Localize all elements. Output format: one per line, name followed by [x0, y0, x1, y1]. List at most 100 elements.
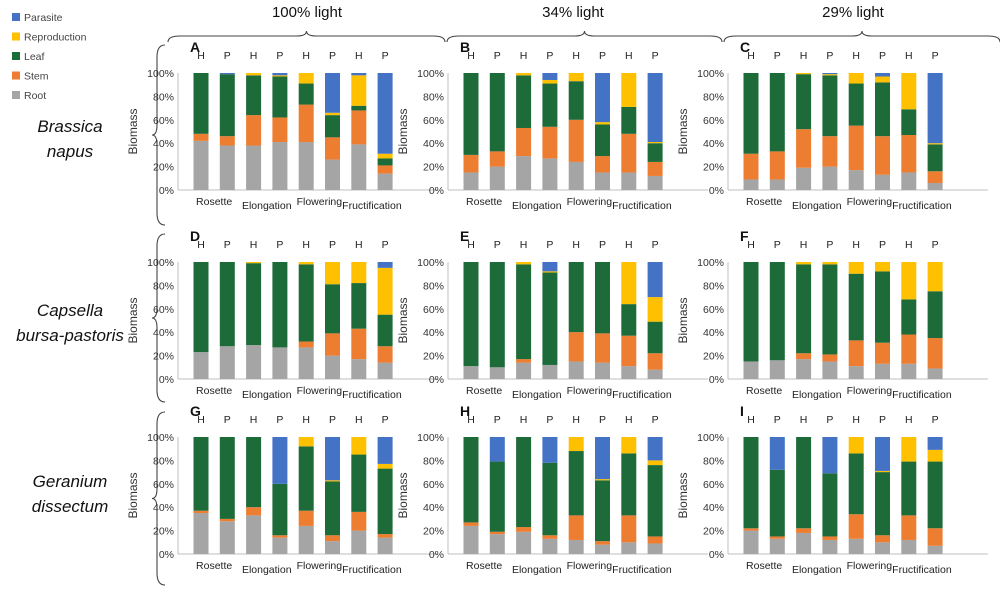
bar-segment-root: [901, 363, 917, 379]
bar-segment-reproduction: [351, 75, 367, 106]
bar-segment-stem: [298, 104, 314, 143]
bar-segment-root: [647, 175, 663, 190]
bar-segment-root: [927, 182, 943, 190]
bar-segment-stem: [193, 133, 209, 141]
bar-segment-stem: [647, 161, 663, 176]
bar-fructification-h: [351, 437, 367, 554]
bar-segment-stem: [822, 136, 838, 167]
y-tick-label: 40%: [423, 502, 444, 514]
light-condition-headers: 100% light 34% light 29% light: [167, 4, 1000, 43]
bar-flowering-h: [568, 73, 584, 190]
bar-fructification-h: [351, 73, 367, 190]
y-tick-label: 100%: [697, 432, 724, 444]
bar-segment-stem: [463, 522, 479, 526]
bar-segment-reproduction: [272, 75, 288, 77]
bar-segment-root: [246, 515, 262, 554]
bar-elongation-h: [246, 437, 262, 554]
bar-segment-root: [848, 170, 864, 190]
bar-label-p: P: [774, 50, 781, 62]
bar-segment-root: [927, 368, 943, 379]
bar-segment-stem: [875, 535, 890, 543]
bar-segment-root: [568, 361, 584, 379]
bar-label-h: H: [520, 239, 528, 251]
bar-label-h: H: [852, 414, 860, 426]
bar-label-h: H: [572, 50, 580, 62]
y-tick-label: 40%: [703, 138, 724, 150]
bar-segment-leaf: [743, 437, 759, 529]
stage-label-fructification: Fructification: [612, 389, 672, 401]
bar-segment-leaf: [298, 264, 314, 342]
bar-segment-reproduction: [377, 463, 393, 469]
stage-label-elongation: Elongation: [512, 200, 562, 212]
bar-label-p: P: [652, 50, 659, 62]
bar-fructification-p: [647, 437, 663, 554]
bar-segment-reproduction: [927, 262, 943, 292]
bar-label-h: H: [905, 239, 913, 251]
bar-segment-root: [516, 156, 532, 190]
bar-segment-root: [325, 541, 340, 554]
y-tick-label: 60%: [153, 115, 174, 127]
bar-fructification-p: [647, 262, 663, 379]
bar-segment-leaf: [927, 144, 943, 172]
bar-fructification-h: [621, 262, 637, 379]
bar-segment-root: [743, 179, 759, 190]
bar-segment-stem: [822, 536, 838, 540]
bar-segment-leaf: [901, 461, 917, 516]
bar-elongation-h: [246, 73, 262, 190]
bar-segment-leaf: [848, 273, 864, 341]
bar-segment-reproduction: [351, 437, 367, 455]
y-tick-label: 60%: [423, 115, 444, 127]
bar-segment-stem: [796, 353, 812, 360]
stage-label-rosette: Rosette: [196, 560, 232, 572]
bar-segment-reproduction: [325, 262, 340, 285]
bar-rosette-h: [463, 73, 479, 190]
bar-segment-leaf: [542, 272, 558, 365]
y-tick-label: 20%: [703, 526, 724, 538]
bar-label-p: P: [546, 50, 553, 62]
bar-label-p: P: [652, 239, 659, 251]
bar-segment-reproduction: [848, 73, 864, 84]
stage-label-fructification: Fructification: [342, 564, 402, 576]
bar-segment-root: [489, 166, 505, 190]
panel-letter: E: [460, 228, 469, 244]
bar-segment-stem: [325, 137, 340, 160]
bar-segment-reproduction: [595, 479, 610, 481]
bar-segment-leaf: [621, 453, 637, 516]
bar-label-h: H: [747, 239, 755, 251]
y-tick-label: 100%: [147, 68, 174, 80]
bar-segment-root: [325, 159, 340, 190]
y-tick-label: 100%: [147, 432, 174, 444]
bar-segment-parasite: [542, 262, 558, 272]
bar-segment-root: [463, 172, 479, 190]
bar-segment-leaf: [516, 75, 532, 128]
bar-segment-leaf: [516, 264, 532, 360]
bar-elongation-h: [516, 262, 532, 379]
bar-segment-root: [489, 367, 505, 379]
y-tick-label: 100%: [147, 257, 174, 269]
bar-segment-root: [298, 347, 314, 379]
panel-G: G Biomass 0% 20% 40% 60% 80% 100% H P H P H P H P Rosett…: [126, 403, 438, 576]
bar-segment-root: [848, 366, 864, 379]
bar-rosette-h: [193, 437, 209, 554]
bar-label-p: P: [224, 239, 231, 251]
bar-label-h: H: [905, 414, 913, 426]
bar-segment-reproduction: [848, 437, 864, 454]
legend-swatch-reproduction: [12, 32, 20, 41]
bar-label-p: P: [276, 50, 283, 62]
bar-segment-root: [875, 363, 890, 379]
bar-segment-leaf: [796, 74, 812, 130]
bar-segment-root: [875, 174, 890, 190]
bar-label-h: H: [467, 50, 475, 62]
stage-label-fructification: Fructification: [612, 200, 672, 212]
bar-segment-root: [351, 530, 367, 554]
bar-elongation-p: [272, 73, 288, 190]
panel-letter: B: [460, 39, 470, 55]
bar-segment-parasite: [377, 262, 393, 268]
bar-label-p: P: [599, 239, 606, 251]
bar-rosette-h: [743, 437, 759, 554]
bar-segment-reproduction: [298, 73, 314, 84]
bar-segment-reproduction: [595, 122, 610, 125]
bar-segment-leaf: [796, 437, 812, 529]
bar-rosette-h: [743, 73, 759, 190]
bar-segment-stem: [516, 127, 532, 157]
